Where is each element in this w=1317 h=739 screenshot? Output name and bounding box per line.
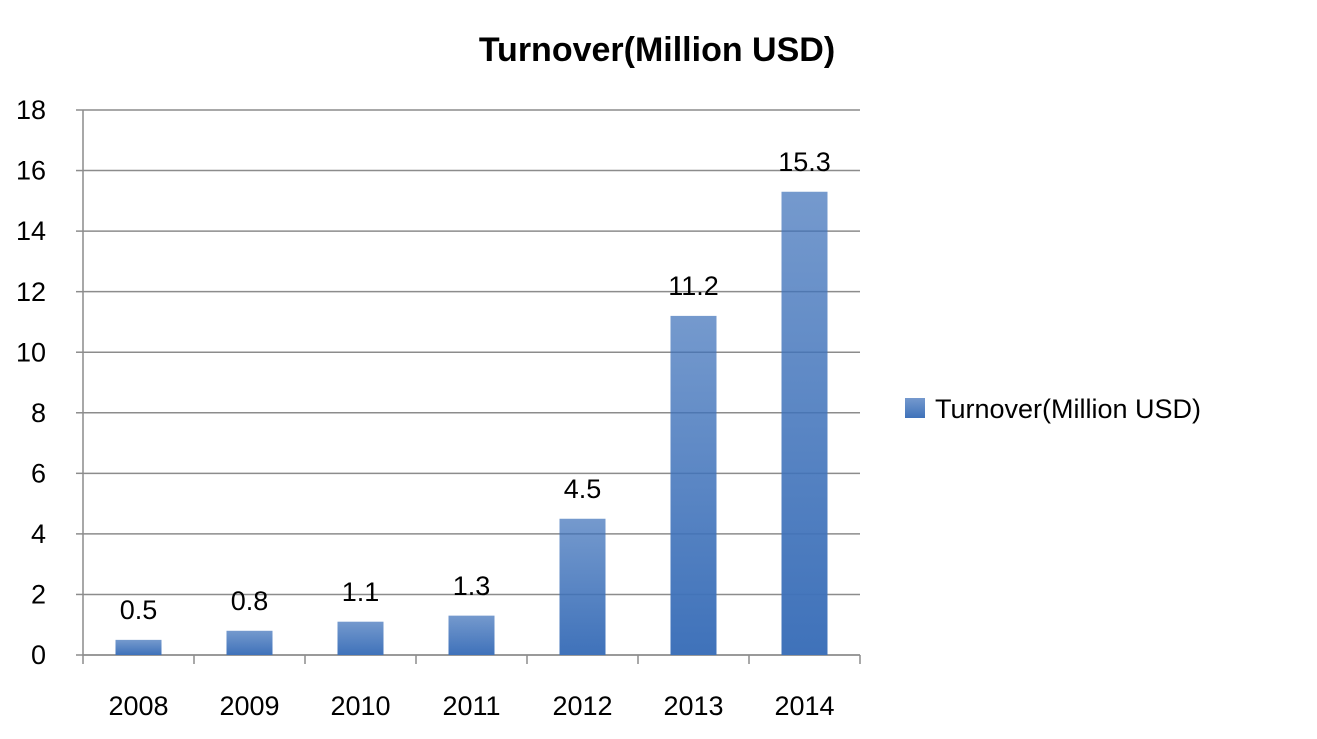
x-tick-label: 2009 [219, 691, 279, 721]
bar [670, 315, 717, 655]
data-label: 15.3 [778, 147, 831, 177]
y-tick-label: 12 [16, 277, 46, 307]
bar [448, 615, 495, 655]
data-label: 1.3 [453, 571, 491, 601]
x-tick-label: 2011 [442, 691, 500, 721]
y-tick-label: 8 [31, 398, 46, 428]
data-label: 0.5 [120, 595, 158, 625]
y-tick-label: 2 [31, 580, 46, 610]
y-tick-label: 18 [16, 95, 46, 125]
bar [226, 630, 273, 655]
x-tick-label: 2010 [330, 691, 390, 721]
bar [337, 621, 384, 655]
x-tick-label: 2012 [552, 691, 612, 721]
y-tick-label: 0 [31, 640, 46, 670]
y-tick-label: 16 [16, 156, 46, 186]
bar [115, 639, 162, 655]
data-label: 4.5 [564, 474, 602, 504]
y-tick-label: 14 [16, 216, 46, 246]
bar [559, 518, 606, 655]
data-label: 11.2 [668, 271, 719, 301]
legend-swatch [905, 398, 925, 418]
x-tick-label: 2008 [108, 691, 168, 721]
legend-label: Turnover(Million USD) [935, 394, 1201, 424]
data-label: 1.1 [342, 577, 380, 607]
bar [781, 191, 828, 655]
y-tick-label: 4 [31, 519, 46, 549]
y-tick-label: 6 [31, 458, 46, 488]
chart-title: Turnover(Million USD) [479, 31, 835, 69]
y-tick-label: 10 [16, 337, 46, 367]
data-label: 0.8 [231, 586, 269, 616]
x-tick-label: 2013 [663, 691, 723, 721]
x-tick-label: 2014 [774, 691, 834, 721]
